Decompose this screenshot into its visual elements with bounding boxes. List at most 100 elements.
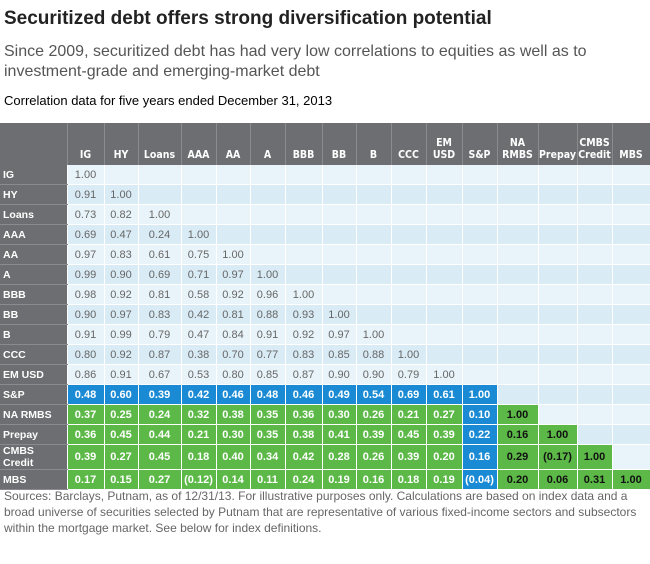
- correlation-cell: 0.06: [538, 469, 578, 490]
- correlation-cell: 0.17: [67, 469, 105, 490]
- correlation-cell: 1.00: [497, 404, 539, 425]
- correlation-cell: 0.92: [104, 284, 139, 305]
- correlation-cell: 0.19: [322, 469, 357, 490]
- correlation-cell: 0.81: [216, 304, 251, 325]
- correlation-cell: 0.49: [322, 384, 357, 405]
- row-header: CMBS Credit: [0, 444, 68, 470]
- empty-cell: [322, 244, 357, 265]
- correlation-cell: 0.91: [250, 324, 286, 345]
- empty-cell: [426, 184, 463, 205]
- empty-cell: [577, 165, 613, 185]
- empty-cell: [497, 264, 539, 285]
- correlation-cell: 0.73: [67, 204, 105, 225]
- correlation-cell: 1.00: [356, 324, 392, 345]
- empty-cell: [356, 264, 392, 285]
- correlation-cell: 0.98: [67, 284, 105, 305]
- correlation-cell: 0.70: [216, 344, 251, 365]
- empty-cell: [612, 165, 650, 185]
- correlation-cell: 0.99: [67, 264, 105, 285]
- correlation-cell: 1.00: [538, 424, 578, 445]
- correlation-cell: 0.11: [250, 469, 286, 490]
- correlation-cell: 0.82: [104, 204, 139, 225]
- correlation-cell: 0.48: [67, 384, 105, 405]
- empty-cell: [250, 244, 286, 265]
- empty-cell: [577, 244, 613, 265]
- row-header: AAA: [0, 224, 68, 245]
- empty-cell: [497, 184, 539, 205]
- header-row: IG HY Loans AAA AA A BBB BB B CCC EM USD S&P NA RMBS…: [0, 123, 650, 165]
- correlation-cell: 0.69: [391, 384, 427, 405]
- table-row: CCC 0.80 0.92 0.87 0.38 0.70 0.77 0.83 0.85 0.88 1…: [0, 344, 650, 365]
- correlation-cell: 0.58: [181, 284, 217, 305]
- column-header: A: [250, 123, 286, 165]
- correlation-cell: 0.97: [67, 244, 105, 265]
- empty-cell: [216, 184, 251, 205]
- correlation-cell: 0.97: [104, 304, 139, 325]
- empty-cell: [577, 344, 613, 365]
- empty-cell: [250, 204, 286, 225]
- correlation-cell: 0.10: [462, 404, 498, 425]
- empty-cell: [577, 304, 613, 325]
- correlation-cell: 0.46: [216, 384, 251, 405]
- correlation-cell: 0.41: [322, 424, 357, 445]
- correlation-cell: 0.97: [322, 324, 357, 345]
- empty-cell: [577, 284, 613, 305]
- column-header: CMBS Credit: [577, 123, 613, 165]
- correlation-cell: 0.22: [462, 424, 498, 445]
- column-header: Loans: [138, 123, 182, 165]
- column-header: CCC: [391, 123, 427, 165]
- empty-cell: [462, 224, 498, 245]
- correlation-cell: 0.39: [426, 424, 463, 445]
- correlation-cell: 0.84: [216, 324, 251, 345]
- column-header: BB: [322, 123, 357, 165]
- column-header: IG: [67, 123, 105, 165]
- empty-cell: [497, 304, 539, 325]
- correlation-cell: 0.16: [497, 424, 539, 445]
- empty-cell: [538, 284, 578, 305]
- correlation-cell: 0.45: [104, 424, 139, 445]
- empty-cell: [426, 224, 463, 245]
- correlation-cell: 0.39: [138, 384, 182, 405]
- row-header: EM USD: [0, 364, 68, 385]
- correlation-cell: 0.46: [285, 384, 323, 405]
- correlation-cell: 0.34: [250, 444, 286, 470]
- table-row: MBS 0.17 0.15 0.27 (0.12) 0.14 0.11 0.24 0.19 0.1…: [0, 469, 650, 490]
- correlation-cell: 0.97: [216, 264, 251, 285]
- correlation-cell: 1.00: [104, 184, 139, 205]
- empty-cell: [497, 384, 539, 405]
- correlation-cell: 0.61: [138, 244, 182, 265]
- correlation-cell: 0.79: [391, 364, 427, 385]
- empty-cell: [612, 204, 650, 225]
- correlation-cell: 0.83: [138, 304, 182, 325]
- empty-cell: [612, 224, 650, 245]
- empty-cell: [538, 244, 578, 265]
- correlation-cell: 0.28: [322, 444, 357, 470]
- row-header: Prepay: [0, 424, 68, 445]
- empty-cell: [497, 284, 539, 305]
- correlation-cell: 0.25: [104, 404, 139, 425]
- correlation-cell: 0.29: [497, 444, 539, 470]
- correlation-cell: 0.20: [426, 444, 463, 470]
- column-header: AAA: [181, 123, 217, 165]
- correlation-cell: 0.31: [577, 469, 613, 490]
- correlation-cell: 0.81: [138, 284, 182, 305]
- empty-cell: [577, 424, 613, 445]
- correlation-cell: 0.96: [250, 284, 286, 305]
- correlation-cell: 0.47: [181, 324, 217, 345]
- empty-cell: [216, 165, 251, 185]
- empty-cell: [426, 324, 463, 345]
- correlation-cell: 0.42: [285, 444, 323, 470]
- table-row: BBB 0.98 0.92 0.81 0.58 0.92 0.96 1.00: [0, 284, 650, 305]
- correlation-cell: 0.69: [138, 264, 182, 285]
- empty-cell: [612, 304, 650, 325]
- empty-cell: [104, 165, 139, 185]
- correlation-cell: 0.14: [216, 469, 251, 490]
- empty-cell: [497, 364, 539, 385]
- correlation-cell: 0.18: [391, 469, 427, 490]
- column-header: Prepay: [538, 123, 578, 165]
- empty-cell: [538, 324, 578, 345]
- correlation-cell: 0.91: [104, 364, 139, 385]
- correlation-cell: 0.87: [138, 344, 182, 365]
- correlation-cell: 0.61: [426, 384, 463, 405]
- correlation-cell: 0.16: [356, 469, 392, 490]
